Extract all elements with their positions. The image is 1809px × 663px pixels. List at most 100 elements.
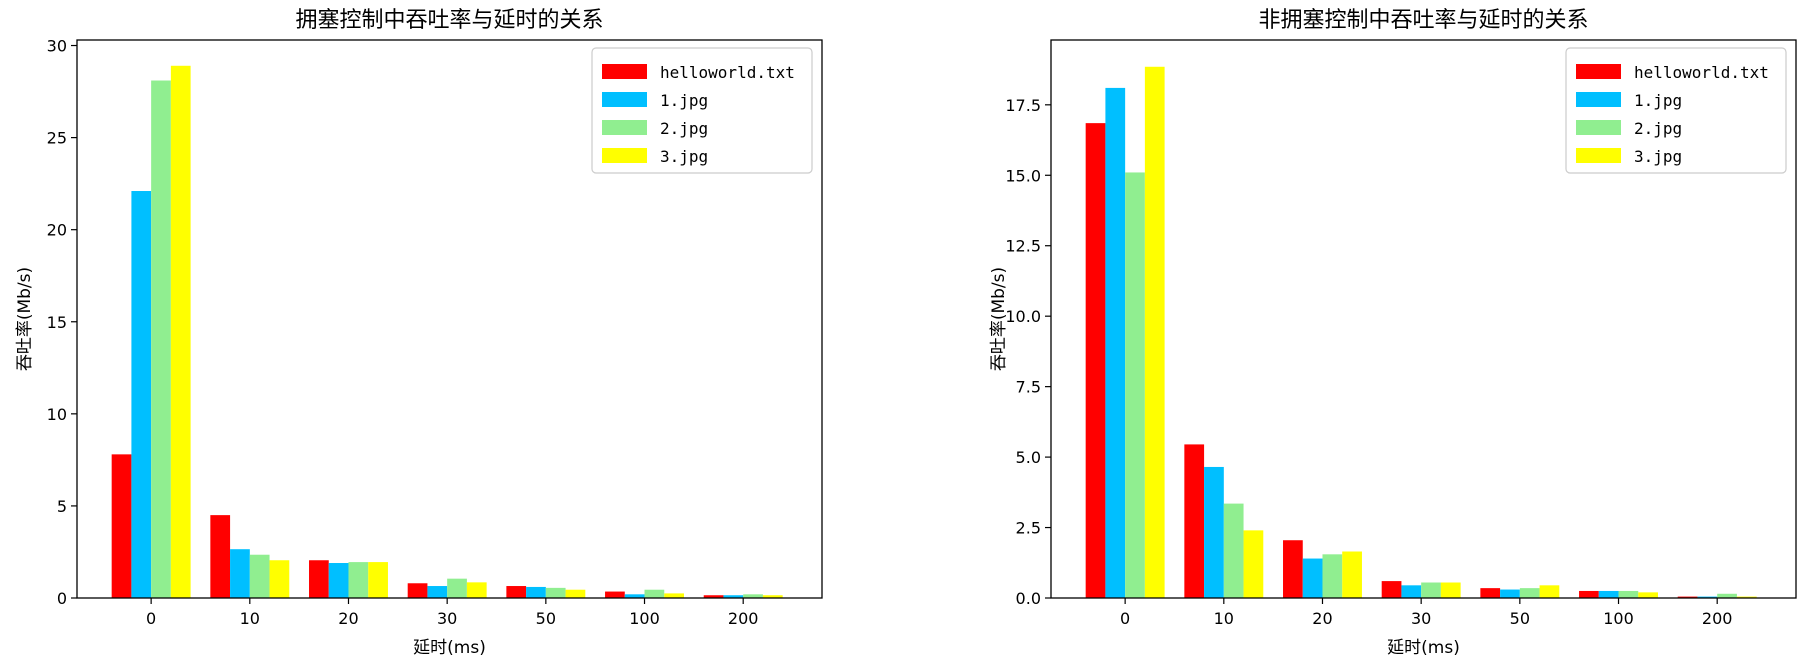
x-tick-label: 50 <box>536 609 556 628</box>
x-tick-label: 50 <box>1510 609 1530 628</box>
y-axis-label: 吞吐率(Mb/s) <box>15 267 35 371</box>
bar-3-0 <box>1125 172 1145 599</box>
y-tick-label: 30 <box>47 37 67 56</box>
bar-4-10 <box>269 560 290 598</box>
bar-4-0 <box>170 65 191 599</box>
x-tick-label: 30 <box>1411 609 1431 628</box>
bar-1-10 <box>210 515 231 598</box>
bar-4-100 <box>664 593 684 598</box>
y-tick-label: 15 <box>47 313 67 332</box>
bar-1-0 <box>1085 123 1106 599</box>
bar-3-20 <box>1322 554 1343 598</box>
bar-4-10 <box>1243 530 1264 598</box>
bar-2-20 <box>1302 558 1323 598</box>
legend-swatch-3 <box>602 120 647 135</box>
bar-1-50 <box>506 586 527 598</box>
bar-3-20 <box>348 562 369 598</box>
legend-label-4: 3.jpg <box>1634 147 1682 166</box>
y-tick-label: 2.5 <box>1016 519 1041 538</box>
bar-3-200 <box>1717 593 1737 598</box>
legend-label-2: 1.jpg <box>1634 91 1682 110</box>
legend-label-1: helloworld.txt <box>660 63 795 82</box>
bar-4-30 <box>1440 582 1461 598</box>
legend-swatch-2 <box>602 92 647 107</box>
legend: helloworld.txt 1.jpg 2.jpg 3.jpg <box>591 47 813 174</box>
bar-1-50 <box>1480 588 1501 598</box>
x-tick-label: 20 <box>1312 609 1332 628</box>
bar-4-30 <box>466 582 487 598</box>
chart-title: 非拥塞控制中吞吐率与延时的关系 <box>1258 8 1588 33</box>
bar-4-20 <box>1342 551 1362 598</box>
bar-3-0 <box>151 80 171 599</box>
x-tick-label: 100 <box>629 609 660 628</box>
bar-2-20 <box>328 563 349 598</box>
bar-2-10 <box>1204 466 1224 598</box>
legend-label-2: 1.jpg <box>660 91 708 110</box>
bar-2-50 <box>1500 589 1520 598</box>
y-tick-label: 5 <box>57 497 67 516</box>
bar-3-50 <box>545 587 566 598</box>
x-tick-label: 30 <box>437 609 457 628</box>
legend-label-3: 2.jpg <box>1634 119 1682 138</box>
chart-1: 0 5 10 15 20 25 30 0 10 20 30 50 100 200 拥塞控制中吞吐率与延时的关… <box>15 8 823 658</box>
x-tick-label: 10 <box>1214 609 1234 628</box>
bar-4-100 <box>1638 592 1658 598</box>
bar-4-200 <box>762 595 783 598</box>
legend-label-3: 2.jpg <box>660 119 708 138</box>
chart-title: 拥塞控制中吞吐率与延时的关系 <box>295 8 603 33</box>
bar-2-0 <box>131 191 152 599</box>
y-axis-label: 吞吐率(Mb/s) <box>989 267 1009 371</box>
bar-4-50 <box>565 589 586 598</box>
legend-swatch-4 <box>1576 148 1621 163</box>
bar-3-100 <box>1618 590 1639 598</box>
legend-swatch-1 <box>1576 64 1621 79</box>
x-tick-label: 200 <box>1702 609 1733 628</box>
y-tick-label: 5.0 <box>1016 448 1041 467</box>
legend-frame <box>1565 47 1787 174</box>
bar-3-30 <box>1421 582 1441 598</box>
legend-swatch-4 <box>602 148 647 163</box>
bar-1-100 <box>1579 590 1599 598</box>
bar-4-50 <box>1539 585 1560 598</box>
y-tick-label: 20 <box>47 221 67 240</box>
bar-4-20 <box>368 562 388 598</box>
bar-3-30 <box>447 578 467 598</box>
bar-1-20 <box>1283 540 1303 598</box>
bar-1-0 <box>111 454 132 598</box>
bar-1-30 <box>1381 581 1402 598</box>
y-tick-label: 10 <box>47 405 67 424</box>
legend-swatch-3 <box>1576 120 1621 135</box>
legend-label-4: 3.jpg <box>660 147 708 166</box>
y-tick-label: 12.5 <box>1005 237 1041 256</box>
bar-1-20 <box>309 560 329 598</box>
y-tick-label: 17.5 <box>1005 96 1041 115</box>
x-tick-label: 0 <box>146 609 156 628</box>
x-axis-label: 延时(ms) <box>1387 638 1460 658</box>
bar-2-200 <box>723 595 744 598</box>
bar-2-30 <box>427 586 448 598</box>
y-tick-label: 0.0 <box>1016 589 1041 608</box>
bar-3-10 <box>249 554 270 598</box>
bar-3-10 <box>1223 503 1244 598</box>
y-tick-label: 0 <box>57 589 67 608</box>
bar-1-100 <box>605 591 625 598</box>
bar-2-200 <box>1697 596 1718 598</box>
y-tick-label: 10.0 <box>1005 307 1041 326</box>
legend-label-1: helloworld.txt <box>1634 63 1769 82</box>
bar-1-10 <box>1184 444 1205 598</box>
bar-1-30 <box>407 583 428 598</box>
bar-2-10 <box>230 549 250 598</box>
y-tick-label: 25 <box>47 129 67 148</box>
x-axis-label: 延时(ms) <box>413 638 486 658</box>
x-tick-label: 200 <box>728 609 759 628</box>
bar-2-30 <box>1401 585 1422 598</box>
bar-3-100 <box>644 589 665 598</box>
bar-3-200 <box>743 594 763 598</box>
y-tick-label: 7.5 <box>1016 378 1041 397</box>
legend-swatch-2 <box>1576 92 1621 107</box>
bar-2-0 <box>1105 87 1126 598</box>
bar-1-200 <box>703 595 724 598</box>
y-tick-label: 15.0 <box>1005 166 1041 185</box>
x-tick-label: 0 <box>1120 609 1130 628</box>
